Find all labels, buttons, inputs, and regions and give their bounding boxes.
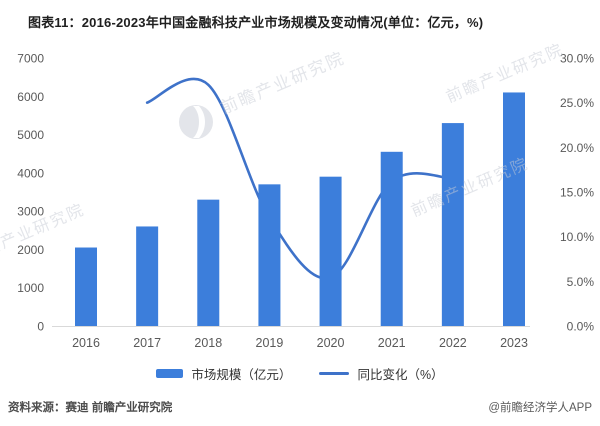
right-axis-tick: 5.0% <box>567 275 595 289</box>
legend-bar-swatch <box>156 368 184 378</box>
right-axis-tick: 20.0% <box>560 141 594 155</box>
watermark-text: 前瞻产业研究院 <box>218 48 348 117</box>
right-axis-tick: 0.0% <box>567 320 595 334</box>
bar-2021 <box>380 151 403 326</box>
x-axis-label: 2019 <box>256 336 284 350</box>
chart-footer: 资料来源：赛迪 前瞻产业研究院 @前瞻经济学人APP <box>0 395 600 419</box>
right-axis-tick: 30.0% <box>560 52 594 66</box>
chart-legend: 市场规模（亿元） 同比变化（%） <box>0 363 600 383</box>
right-axis-tick: 25.0% <box>560 96 594 110</box>
right-axis-tick: 15.0% <box>560 186 594 200</box>
bar-2016 <box>75 247 97 326</box>
chart-title: 图表11：2016-2023年中国金融科技产业市场规模及变动情况(单位：亿元，%… <box>28 15 484 30</box>
left-axis-tick: 4000 <box>17 166 44 180</box>
legend-line-swatch <box>319 371 350 375</box>
x-axis-label: 2021 <box>378 336 406 350</box>
left-axis-tick: 7000 <box>17 52 44 66</box>
x-axis-label: 2020 <box>317 336 345 350</box>
legend-label-market-size: 市场规模（亿元） <box>191 367 292 382</box>
left-axis-tick: 2000 <box>17 243 44 257</box>
bar-2017 <box>136 226 159 326</box>
bar-2020 <box>319 176 342 326</box>
left-axis-tick: 0 <box>37 320 44 334</box>
bar-2019 <box>258 184 281 326</box>
x-axis-label: 2023 <box>500 336 528 350</box>
left-axis-tick: 1000 <box>17 281 44 295</box>
legend-item-market-size: 市场规模（亿元） <box>156 364 291 383</box>
left-axis-tick: 5000 <box>17 128 44 142</box>
legend-label-yoy-change: 同比变化（%） <box>357 367 444 382</box>
data-source-text: 资料来源：赛迪 前瞻产业研究院 <box>8 402 173 414</box>
x-axis-label: 2017 <box>133 336 161 350</box>
bar-2018 <box>197 199 220 326</box>
credit-text: @前瞻经济学人APP <box>488 402 592 414</box>
right-axis-tick: 10.0% <box>560 230 594 244</box>
x-axis-label: 2016 <box>72 336 100 350</box>
legend-item-yoy-change: 同比变化（%） <box>319 364 444 383</box>
x-axis-label: 2022 <box>439 336 467 350</box>
left-axis-tick: 3000 <box>17 205 44 219</box>
bar-2023 <box>503 92 525 326</box>
x-axis-label: 2018 <box>194 336 222 350</box>
bar-2022 <box>441 123 464 326</box>
left-axis-tick: 6000 <box>17 90 44 104</box>
watermark-logo-icon <box>179 105 213 139</box>
